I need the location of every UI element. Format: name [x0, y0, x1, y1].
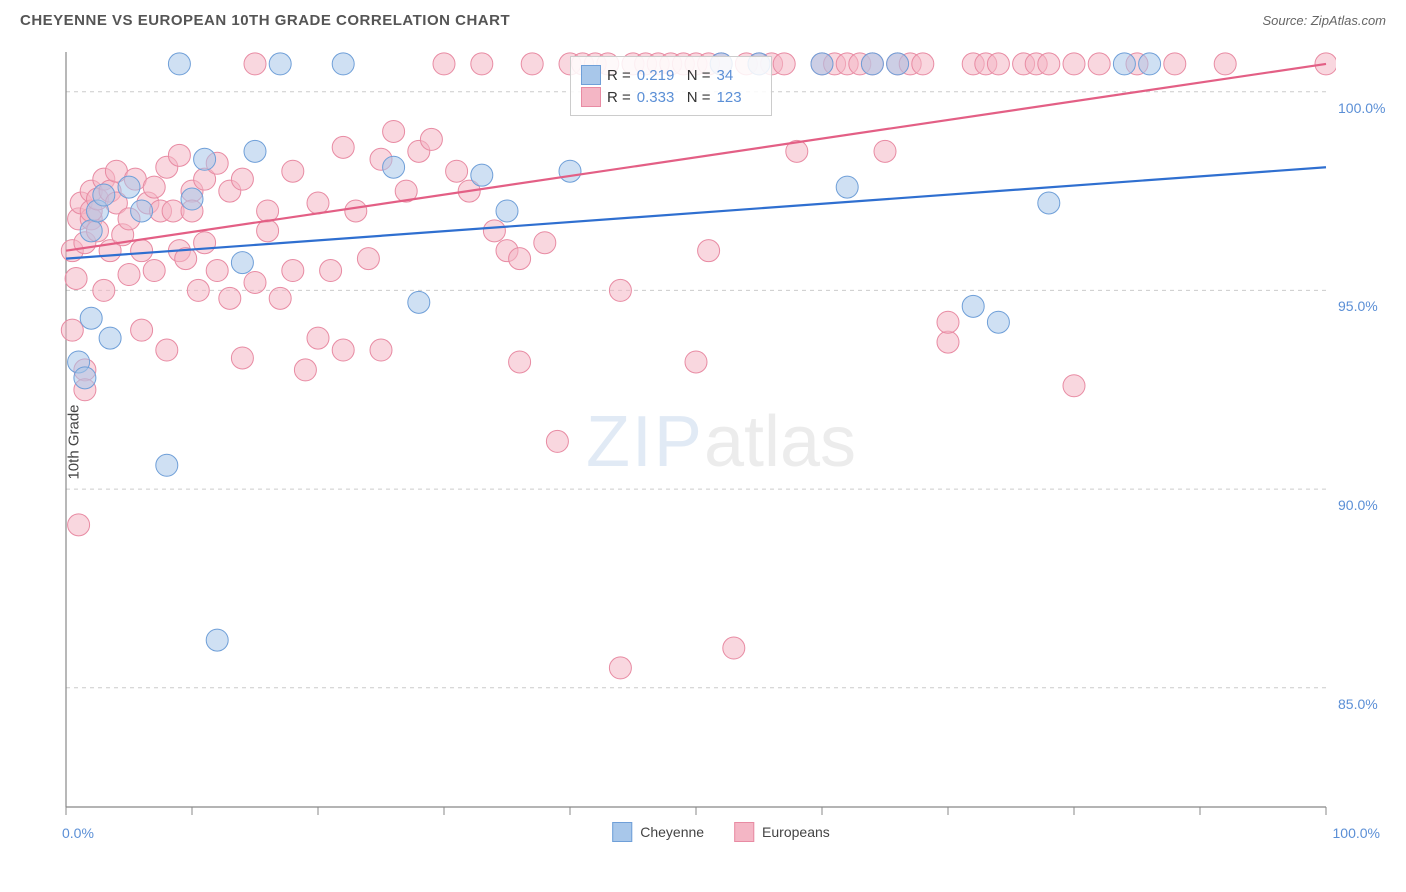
legend-item: Europeans	[734, 822, 830, 842]
legend-item: Cheyenne	[612, 822, 704, 842]
legend-swatch	[581, 87, 601, 107]
chart-area: 10th Grade ZIPatlas R =0.219N =34R =0.33…	[56, 42, 1386, 842]
scatter-plot	[56, 42, 1336, 837]
y-tick-label: 85.0%	[1338, 696, 1378, 712]
legend-swatch	[581, 65, 601, 85]
chart-title: CHEYENNE VS EUROPEAN 10TH GRADE CORRELAT…	[20, 12, 510, 29]
stats-row: R =0.219N =34	[581, 65, 761, 85]
stats-row: R =0.333N =123	[581, 87, 761, 107]
chart-container: CHEYENNE VS EUROPEAN 10TH GRADE CORRELAT…	[0, 0, 1406, 892]
y-tick-label: 100.0%	[1338, 100, 1385, 116]
r-value: 0.333	[637, 89, 681, 106]
bottom-legend: Cheyenne Europeans	[612, 822, 830, 842]
legend-swatch	[612, 822, 632, 842]
header: CHEYENNE VS EUROPEAN 10TH GRADE CORRELAT…	[0, 0, 1406, 37]
y-tick-label: 90.0%	[1338, 497, 1378, 513]
legend-swatch	[734, 822, 754, 842]
y-tick-label: 95.0%	[1338, 298, 1378, 314]
source-attribution: Source: ZipAtlas.com	[1262, 13, 1386, 28]
x-tick-label: 100.0%	[1333, 825, 1380, 841]
legend-label: Cheyenne	[640, 824, 704, 840]
n-value: 123	[717, 89, 761, 106]
n-value: 34	[717, 67, 761, 84]
x-tick-label: 0.0%	[62, 825, 94, 841]
r-value: 0.219	[637, 67, 681, 84]
correlation-stats-box: R =0.219N =34R =0.333N =123	[570, 56, 772, 116]
legend-label: Europeans	[762, 824, 830, 840]
